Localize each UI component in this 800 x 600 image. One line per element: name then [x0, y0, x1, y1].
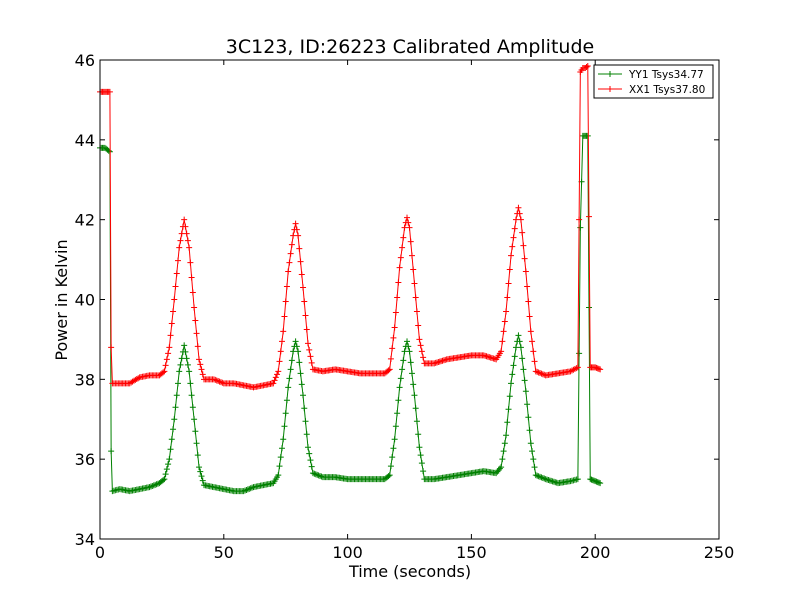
axis-ticks: 0 50 100 150 200 250 34 36 38 40 42 44 46 — [75, 51, 735, 562]
x-tick-label: 250 — [704, 543, 735, 562]
y-tick-label: 40 — [75, 291, 95, 310]
legend-marker — [607, 86, 613, 92]
x-tick-label: 50 — [214, 543, 234, 562]
x-tick-label: 100 — [332, 543, 363, 562]
legend-marker — [607, 71, 613, 77]
x-tick-label: 150 — [456, 543, 487, 562]
y-axis-label: Power in Kelvin — [52, 239, 71, 360]
plot-frame — [99, 59, 720, 540]
x-tick-label: 0 — [95, 543, 105, 562]
legend: YY1 Tsys34.77 XX1 Tsys37.80 — [593, 64, 714, 99]
y-tick-label: 46 — [75, 51, 95, 70]
series-line — [100, 64, 601, 388]
plot-area — [97, 62, 604, 495]
series-2 — [97, 62, 604, 391]
legend-label: XX1 Tsys37.80 — [629, 84, 705, 96]
series-line — [100, 135, 601, 492]
y-tick-label: 44 — [75, 131, 95, 150]
chart-title: 3C123, ID:26223 Calibrated Amplitude — [226, 36, 594, 58]
y-tick-label: 42 — [75, 211, 95, 230]
legend-box — [593, 64, 714, 99]
x-tick-label: 200 — [580, 543, 611, 562]
y-tick-label: 36 — [75, 450, 95, 469]
series-markers — [97, 62, 604, 391]
x-axis-label: Time (seconds) — [348, 562, 471, 581]
y-tick-label: 38 — [75, 370, 95, 389]
legend-label: YY1 Tsys34.77 — [628, 69, 704, 81]
y-tick-label: 34 — [75, 530, 95, 549]
